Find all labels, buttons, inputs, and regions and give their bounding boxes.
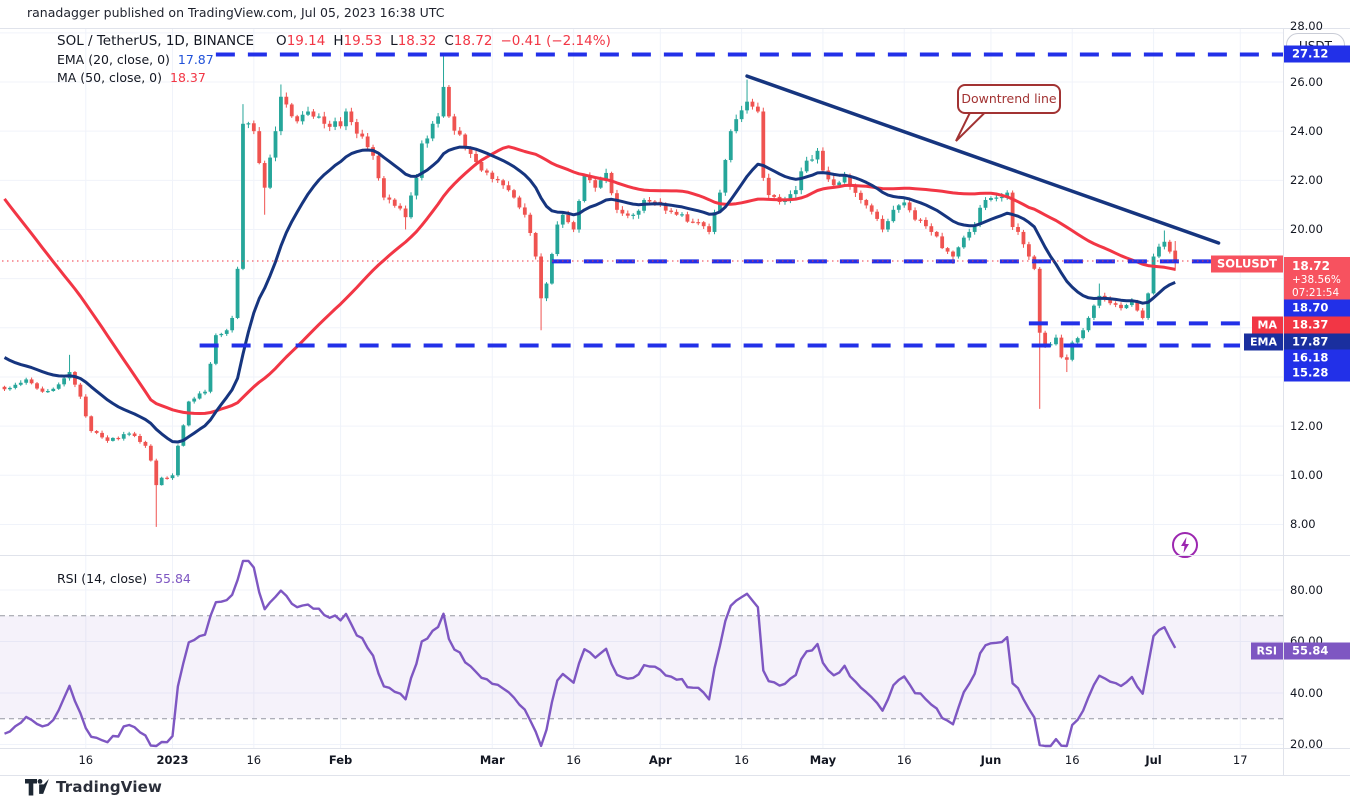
price-axis-label: 10.00: [1290, 468, 1323, 483]
ohlc-letter: C: [444, 33, 454, 49]
ema20-line[interactable]: [3, 145, 1176, 444]
time-axis-label[interactable]: 17: [1232, 753, 1248, 767]
price-axis-label: 22.00: [1290, 173, 1323, 188]
rsi-value-badge: 55.84: [1284, 642, 1350, 660]
ema-value: 17.87: [177, 52, 214, 67]
downtrend-callout[interactable]: Downtrend line: [957, 84, 1061, 114]
price-badge-1528: 15.28: [1284, 364, 1350, 382]
time-axis-label[interactable]: Jun: [980, 753, 1002, 767]
time-axis-label[interactable]: Feb: [328, 753, 353, 767]
ohlc-value: 18.72: [453, 33, 493, 49]
time-axis-label[interactable]: 16: [734, 753, 749, 767]
ma-label: MA (50, close, 0): [57, 70, 163, 85]
downtrend-line[interactable]: [745, 74, 1221, 245]
tradingview-footer[interactable]: TradingView: [25, 778, 162, 796]
ema-label: EMA (20, close, 0): [57, 52, 170, 67]
ohlc-value: 19.14: [286, 33, 326, 49]
chart-top-border: [0, 28, 1350, 29]
rsi-legend: RSI (14, close) 55.84: [57, 571, 191, 586]
ohlc-letter: L: [390, 33, 398, 49]
time-axis-label[interactable]: 16: [1064, 753, 1080, 767]
bar-countdown: 07:21:54: [1292, 287, 1340, 299]
candlestick-series[interactable]: [2, 54, 1178, 527]
ohlc-value: 19.53: [343, 33, 383, 49]
time-axis-label[interactable]: 2023: [156, 753, 189, 767]
publish-attribution: ranadagger published on TradingView.com,…: [27, 5, 445, 20]
ohlc-letter: O: [276, 33, 287, 49]
rsi-axis-label: 40.00: [1290, 685, 1323, 700]
ma50-line[interactable]: [3, 145, 1176, 415]
time-axis-label[interactable]: Apr: [648, 753, 672, 767]
rsi-chip: RSI: [1250, 642, 1283, 660]
time-axis-border: [0, 748, 1350, 749]
ohlc-letter: H: [333, 33, 344, 49]
ema-legend: EMA (20, close, 0) 17.87: [57, 52, 214, 67]
pane-separator[interactable]: [0, 555, 1350, 556]
rsi-axis-label: 80.00: [1290, 582, 1323, 597]
price-axis-label: 12.00: [1290, 419, 1323, 434]
time-axis-label[interactable]: 16: [78, 753, 94, 767]
rsi-line[interactable]: [4, 559, 1177, 748]
price-badge-2712: 27.12: [1284, 45, 1350, 63]
time-axis-label[interactable]: 16: [896, 753, 912, 767]
time-axis-label[interactable]: Mar: [479, 753, 505, 767]
ema-chip: EMA: [1244, 333, 1283, 351]
rsi-label: RSI (14, close): [57, 571, 148, 586]
symbol-title: SOL / TetherUS, 1D, BINANCE: [57, 33, 255, 49]
price-axis-label: 26.00: [1290, 75, 1323, 89]
ma-value: 18.37: [170, 70, 206, 85]
price-axis-label: 28.00: [1290, 19, 1323, 33]
tradingview-logo-icon: [25, 778, 49, 795]
price-axis-label: 20.00: [1290, 222, 1323, 237]
gridlines: [0, 28, 1283, 748]
ohlc-value: 18.32: [397, 33, 437, 49]
time-axis-label[interactable]: Jul: [1145, 753, 1162, 767]
last-price-badge: 18.72 +38.56% 07:21:54: [1284, 257, 1350, 303]
ema-value-badge: 17.87: [1284, 333, 1350, 351]
session-change: +38.56%: [1292, 274, 1341, 286]
price-axis-label: 24.00: [1290, 124, 1323, 139]
ma-legend: MA (50, close, 0) 18.37: [57, 70, 206, 85]
price-axis-border: [1283, 28, 1284, 775]
last-price-value: 18.72: [1292, 259, 1330, 273]
rsi-axis-label: 20.00: [1290, 737, 1323, 752]
time-axis-bottom-border: [0, 775, 1350, 776]
symbol-legend: SOL / TetherUS, 1D, BINANCE O19.14 H19.53 L…: [57, 33, 611, 49]
ma-chip: MA: [1251, 316, 1283, 334]
time-axis-label[interactable]: May: [809, 753, 837, 767]
time-axis-label[interactable]: 16: [246, 753, 262, 767]
rsi-value: 55.84: [155, 571, 191, 586]
time-axis-label[interactable]: 16: [566, 753, 581, 767]
ma-value-badge: 18.37: [1284, 316, 1350, 334]
price-badge-1618: 16.18: [1284, 349, 1350, 367]
change-value: −0.41 (−2.14%): [500, 33, 611, 49]
price-axis-label: 8.00: [1290, 517, 1316, 532]
tradingview-wordmark: TradingView: [56, 778, 163, 796]
flash-icon[interactable]: [1172, 532, 1198, 558]
symbol-price-chip: SOLUSDT: [1211, 255, 1283, 273]
price-badge-1870: 18.70: [1284, 299, 1350, 317]
